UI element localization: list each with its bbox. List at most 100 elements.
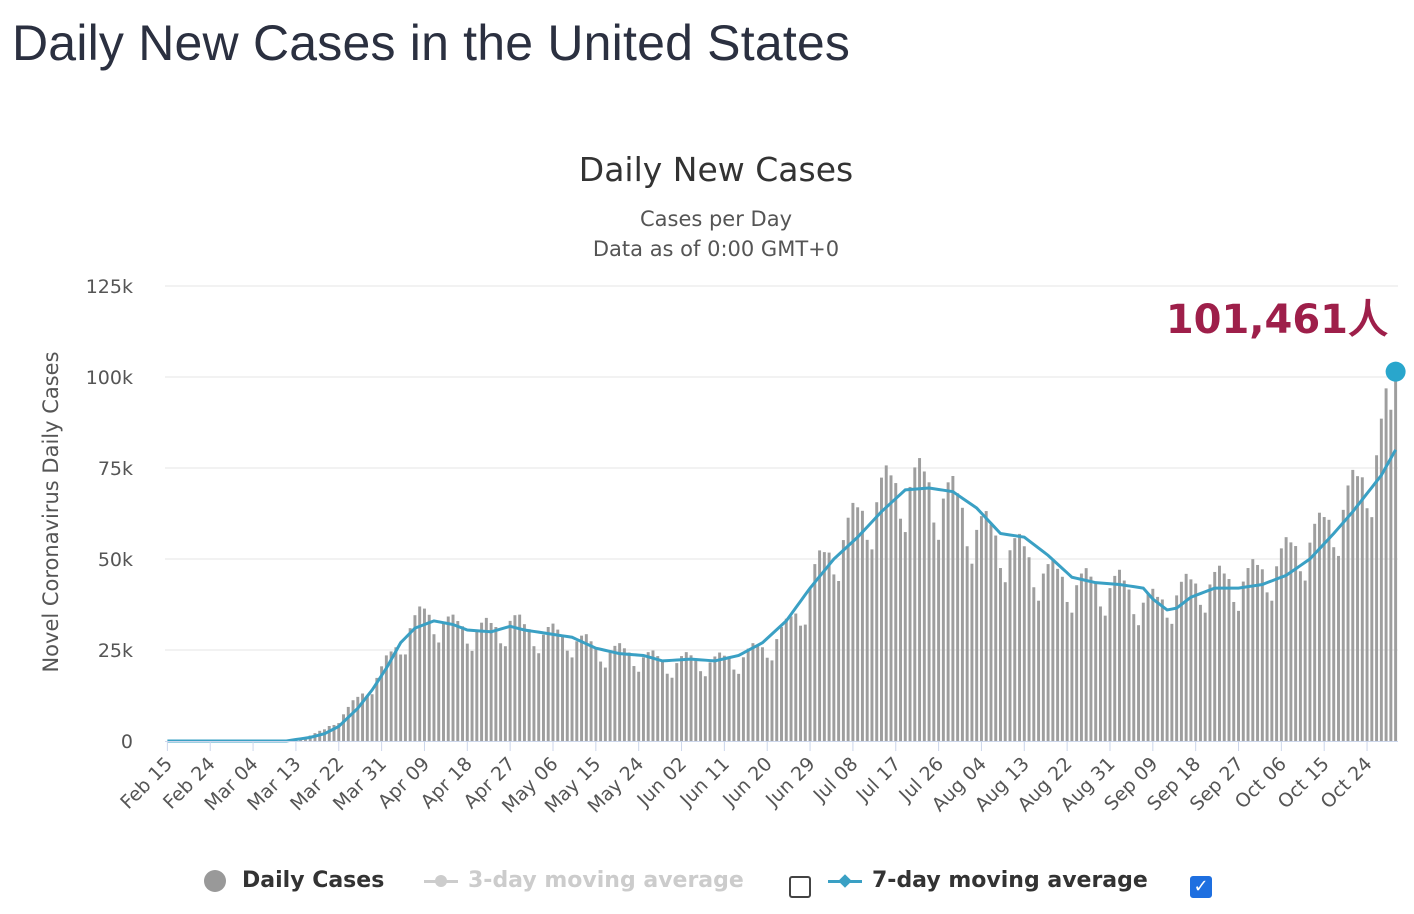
bar[interactable]: [718, 652, 722, 741]
bar[interactable]: [584, 634, 588, 741]
bar[interactable]: [641, 657, 645, 741]
bar[interactable]: [1151, 588, 1155, 741]
bar[interactable]: [1122, 580, 1126, 741]
legend-daily-cases[interactable]: Daily Cases: [204, 868, 384, 893]
bar[interactable]: [680, 656, 683, 741]
bar[interactable]: [670, 677, 674, 741]
bar[interactable]: [1279, 548, 1283, 741]
bar[interactable]: [551, 623, 555, 741]
bar[interactable]: [789, 616, 793, 741]
bar[interactable]: [880, 477, 883, 741]
bar[interactable]: [499, 643, 503, 741]
bar[interactable]: [832, 574, 836, 741]
bar[interactable]: [418, 606, 422, 741]
bar[interactable]: [1375, 455, 1379, 741]
bar[interactable]: [775, 639, 779, 741]
bar[interactable]: [646, 652, 650, 741]
bar[interactable]: [1094, 583, 1098, 741]
bar[interactable]: [1384, 388, 1388, 741]
bar[interactable]: [1046, 564, 1050, 741]
bar[interactable]: [508, 620, 512, 741]
bar[interactable]: [1222, 573, 1226, 741]
bar[interactable]: [380, 666, 384, 741]
bar[interactable]: [570, 657, 574, 741]
bar[interactable]: [346, 706, 350, 741]
bar[interactable]: [675, 663, 679, 741]
bar[interactable]: [1256, 564, 1260, 741]
bar[interactable]: [822, 552, 826, 741]
bar[interactable]: [1332, 547, 1336, 741]
bar[interactable]: [1260, 569, 1264, 741]
bar[interactable]: [580, 635, 584, 741]
bar[interactable]: [594, 647, 598, 741]
bar[interactable]: [537, 653, 541, 741]
ma7-checkbox[interactable]: ✓: [1190, 876, 1212, 898]
bar[interactable]: [451, 614, 455, 741]
bar[interactable]: [684, 652, 688, 741]
bar[interactable]: [941, 498, 945, 741]
bar[interactable]: [1337, 555, 1340, 741]
bar[interactable]: [1379, 418, 1383, 741]
bar[interactable]: [1032, 587, 1036, 741]
bar[interactable]: [589, 641, 593, 741]
bar[interactable]: [846, 517, 850, 741]
bar[interactable]: [860, 510, 864, 741]
bar[interactable]: [1113, 575, 1117, 741]
bar[interactable]: [541, 634, 545, 741]
bar[interactable]: [622, 648, 626, 741]
bar[interactable]: [1084, 568, 1088, 741]
bar[interactable]: [765, 657, 769, 741]
bar[interactable]: [913, 467, 917, 741]
bar[interactable]: [522, 624, 526, 741]
bar[interactable]: [637, 671, 641, 741]
bar[interactable]: [389, 651, 393, 741]
bar[interactable]: [803, 624, 807, 741]
bar[interactable]: [875, 502, 879, 741]
bar[interactable]: [442, 623, 445, 741]
bar[interactable]: [1365, 508, 1369, 741]
bar[interactable]: [1317, 512, 1321, 741]
bar[interactable]: [1184, 573, 1188, 741]
bar[interactable]: [1179, 581, 1183, 741]
bar[interactable]: [1356, 476, 1360, 741]
bar[interactable]: [960, 507, 964, 741]
bar[interactable]: [918, 458, 922, 741]
bar[interactable]: [884, 465, 888, 741]
bar[interactable]: [979, 516, 983, 741]
bar[interactable]: [627, 652, 631, 741]
bar[interactable]: [984, 511, 988, 741]
bar[interactable]: [1265, 592, 1269, 741]
bar[interactable]: [342, 714, 345, 741]
bar[interactable]: [999, 568, 1002, 741]
bar[interactable]: [375, 677, 379, 741]
bar[interactable]: [937, 539, 941, 741]
bar[interactable]: [665, 673, 669, 741]
bar[interactable]: [713, 656, 717, 741]
bar[interactable]: [470, 650, 474, 741]
bar[interactable]: [1137, 625, 1141, 741]
bar[interactable]: [784, 618, 788, 741]
bar[interactable]: [399, 654, 403, 741]
bar[interactable]: [651, 650, 655, 742]
bar[interactable]: [356, 696, 360, 741]
bar[interactable]: [1322, 517, 1326, 741]
bar[interactable]: [889, 475, 893, 741]
bar[interactable]: [813, 564, 817, 741]
bar[interactable]: [799, 625, 803, 741]
bar[interactable]: [970, 563, 974, 741]
bar[interactable]: [437, 642, 441, 742]
bar[interactable]: [1003, 582, 1007, 741]
bar[interactable]: [1208, 584, 1212, 741]
bar[interactable]: [708, 662, 712, 741]
bar[interactable]: [956, 493, 960, 741]
bar[interactable]: [1370, 517, 1374, 741]
bar[interactable]: [818, 550, 822, 741]
bar[interactable]: [1098, 606, 1102, 741]
bar[interactable]: [1308, 542, 1312, 741]
bar[interactable]: [532, 646, 536, 741]
bar[interactable]: [908, 486, 912, 741]
bar[interactable]: [1313, 523, 1317, 741]
bar[interactable]: [746, 648, 750, 741]
bar[interactable]: [1060, 576, 1064, 741]
bar[interactable]: [1389, 409, 1393, 741]
